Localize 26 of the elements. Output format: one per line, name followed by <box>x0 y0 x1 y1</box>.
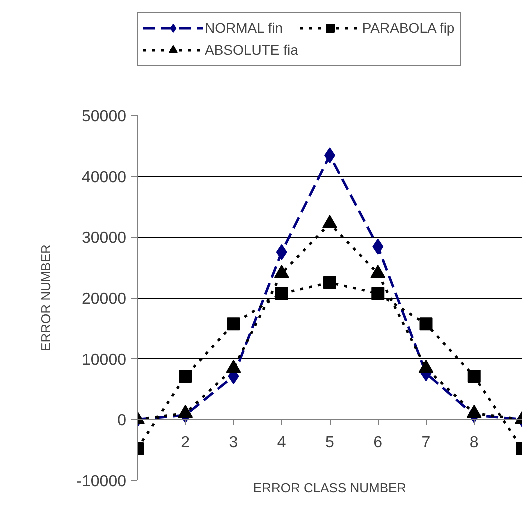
y-tick-label: 40000 <box>82 169 127 186</box>
point <box>227 318 240 331</box>
y-tick-label: 10000 <box>82 352 127 369</box>
y-tick-label: 30000 <box>82 230 127 248</box>
point <box>420 318 433 331</box>
x-tick-label: 6 <box>374 434 383 452</box>
point <box>324 276 336 290</box>
y-axis-title: ERROR NUMBER <box>38 244 54 352</box>
x-tick-label: 3 <box>229 434 238 452</box>
y-tick-label: -10000 <box>76 474 127 490</box>
x-tick-label: 8 <box>470 434 479 452</box>
x-tick-label: 5 <box>326 434 335 452</box>
x-tick-label: 7 <box>422 434 431 452</box>
legend-label: NORMAL fin <box>205 20 284 36</box>
y-tick-label: 50000 <box>82 108 127 126</box>
x-axis-title: ERROR CLASS NUMBER <box>253 480 407 496</box>
y-tick-label: 20000 <box>82 291 127 308</box>
legend-label: ABSOLUTE fia <box>205 42 298 58</box>
point <box>372 287 385 300</box>
point <box>468 370 481 383</box>
point <box>275 287 288 300</box>
x-tick-label: 4 <box>277 434 286 452</box>
x-tick-label: 2 <box>181 434 190 452</box>
legend-label: PARABOLA fip <box>362 20 455 36</box>
point <box>179 370 192 383</box>
y-tick-label: 0 <box>118 412 127 430</box>
